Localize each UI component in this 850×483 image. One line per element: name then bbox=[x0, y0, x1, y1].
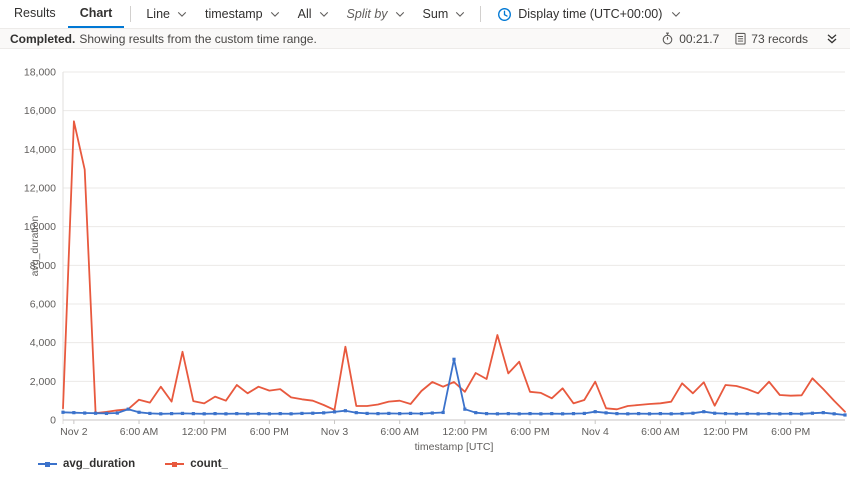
chart-type-value: Line bbox=[146, 7, 170, 21]
x-axis-title: timestamp [UTC] bbox=[415, 441, 494, 453]
chevron-down-icon bbox=[671, 11, 681, 18]
query-status: Completed. Showing results from the cust… bbox=[10, 32, 317, 46]
query-duration: 00:21.7 bbox=[661, 32, 719, 46]
display-time-dropdown[interactable]: Display time (UTC+00:00) bbox=[487, 0, 691, 28]
svg-text:18,000: 18,000 bbox=[24, 67, 56, 79]
svg-text:8,000: 8,000 bbox=[30, 260, 56, 272]
chart-area: 0 2,000 4,000 6,000 8,000 10,000 12,000 14,000 1… bbox=[0, 49, 850, 483]
chart-toolbar: Results Chart Line timestamp All Split b… bbox=[0, 0, 850, 29]
svg-text:Nov 2: Nov 2 bbox=[60, 426, 88, 438]
svg-text:6:00 AM: 6:00 AM bbox=[641, 426, 680, 438]
svg-text:Nov 3: Nov 3 bbox=[321, 426, 349, 438]
svg-text:6:00 PM: 6:00 PM bbox=[771, 426, 810, 438]
svg-text:0: 0 bbox=[50, 415, 56, 427]
svg-text:16,000: 16,000 bbox=[24, 105, 56, 117]
y-gridlines: 0 2,000 4,000 6,000 8,000 10,000 12,000 14,000 1… bbox=[24, 67, 845, 427]
status-bar: Completed. Showing results from the cust… bbox=[0, 29, 850, 49]
status-completed: Completed. bbox=[10, 31, 76, 46]
svg-text:6:00 AM: 6:00 AM bbox=[380, 426, 419, 438]
toolbar-divider bbox=[480, 6, 482, 22]
chevron-down-icon bbox=[270, 11, 280, 18]
svg-text:12,000: 12,000 bbox=[24, 183, 56, 195]
series-marker-icon bbox=[165, 459, 185, 469]
svg-text:4,000: 4,000 bbox=[30, 337, 56, 349]
records-count-value: 73 records bbox=[751, 31, 808, 46]
tab-chart[interactable]: Chart bbox=[67, 0, 125, 28]
aggregation-dropdown[interactable]: Sum bbox=[414, 0, 475, 28]
stopwatch-icon bbox=[661, 32, 674, 45]
svg-text:Nov 4: Nov 4 bbox=[581, 426, 609, 438]
svg-text:6:00 AM: 6:00 AM bbox=[120, 426, 159, 438]
records-icon bbox=[735, 32, 746, 45]
collapse-results-button[interactable] bbox=[824, 31, 840, 47]
split-by-dropdown[interactable]: Split by bbox=[338, 0, 414, 28]
status-message: Showing results from the custom time ran… bbox=[79, 31, 317, 46]
legend-item-count[interactable]: count_ bbox=[165, 458, 228, 470]
chevron-down-icon bbox=[177, 11, 187, 18]
toolbar-divider bbox=[130, 6, 132, 22]
clock-icon bbox=[497, 7, 512, 22]
series-marker-icon bbox=[38, 459, 57, 469]
axes bbox=[62, 72, 845, 424]
query-duration-value: 00:21.7 bbox=[679, 31, 720, 46]
svg-text:2,000: 2,000 bbox=[30, 376, 56, 388]
y-axis-title: avg_duration bbox=[29, 215, 41, 276]
svg-text:14,000: 14,000 bbox=[24, 144, 56, 156]
legend-label: count_ bbox=[190, 458, 228, 470]
results-chart-tabs: Results Chart bbox=[2, 0, 125, 28]
legend-label: avg_duration bbox=[63, 458, 136, 470]
double-chevron-down-icon bbox=[826, 33, 838, 45]
y-axis-column-dropdown[interactable]: All bbox=[289, 0, 338, 28]
svg-text:12:00 PM: 12:00 PM bbox=[442, 426, 487, 438]
legend-item-avg-duration[interactable]: avg_duration bbox=[38, 458, 135, 470]
x-axis-column-value: timestamp bbox=[204, 7, 263, 21]
x-axis-column-dropdown[interactable]: timestamp bbox=[196, 0, 289, 28]
svg-text:6:00 PM: 6:00 PM bbox=[510, 426, 549, 438]
svg-text:12:00 PM: 12:00 PM bbox=[703, 426, 748, 438]
split-by-placeholder: Split by bbox=[346, 7, 388, 21]
chevron-down-icon bbox=[455, 11, 465, 18]
records-count: 73 records bbox=[735, 32, 808, 46]
svg-text:6,000: 6,000 bbox=[30, 299, 56, 311]
svg-text:12:00 PM: 12:00 PM bbox=[182, 426, 227, 438]
chart-type-dropdown[interactable]: Line bbox=[137, 0, 196, 28]
x-axis-ticks: Nov 2 6:00 AM 12:00 PM 6:00 PM Nov 3 6:00 AM 1… bbox=[60, 420, 810, 438]
chart-legend: avg_duration count_ bbox=[38, 458, 228, 470]
series-count_ bbox=[62, 120, 846, 415]
svg-text:10,000: 10,000 bbox=[24, 221, 56, 233]
svg-text:6:00 PM: 6:00 PM bbox=[250, 426, 289, 438]
chevron-down-icon bbox=[319, 11, 329, 18]
y-axis-column-value: All bbox=[297, 7, 312, 21]
tab-results[interactable]: Results bbox=[14, 6, 56, 20]
display-time-value: Display time (UTC+00:00) bbox=[518, 7, 663, 21]
chevron-down-icon bbox=[395, 11, 405, 18]
series-avg_duration bbox=[61, 357, 847, 417]
aggregation-value: Sum bbox=[422, 7, 449, 21]
line-chart: 0 2,000 4,000 6,000 8,000 10,000 12,000 14,000 1… bbox=[24, 67, 847, 453]
